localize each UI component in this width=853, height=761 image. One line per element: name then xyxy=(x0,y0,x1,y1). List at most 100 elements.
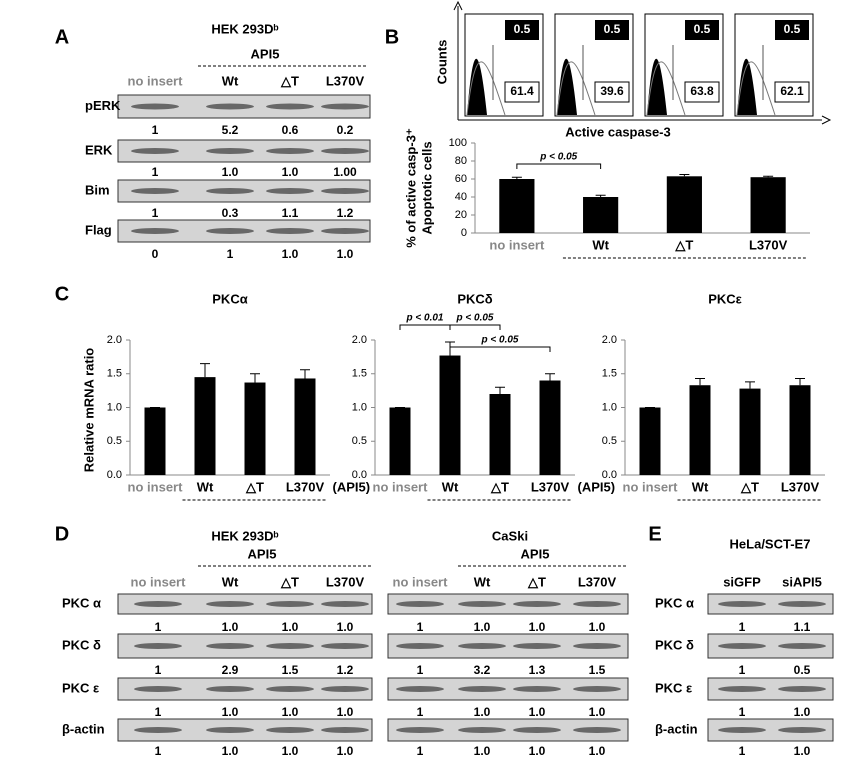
blot-band xyxy=(321,686,369,692)
y-tick-label: 0.0 xyxy=(602,469,617,481)
quant-label: 1.0 xyxy=(282,620,299,634)
blot-band xyxy=(321,727,369,733)
quant-label: 1.0 xyxy=(337,247,354,261)
quant-label: 1 xyxy=(417,744,424,758)
quant-label: 1.0 xyxy=(794,705,811,719)
blot-band xyxy=(778,643,826,649)
blot-band xyxy=(573,643,621,649)
flow-x-label: Active caspase-3 xyxy=(565,124,671,139)
arrow xyxy=(453,0,463,11)
blot-band xyxy=(513,643,561,649)
y-tick-label: 40 xyxy=(455,191,467,203)
blot-band xyxy=(396,727,444,733)
quant-label: 1.1 xyxy=(794,620,811,634)
gate-value: 0.5 xyxy=(514,22,531,36)
y-tick-label: 0.5 xyxy=(602,435,617,447)
gate-value: 0.5 xyxy=(694,22,711,36)
y-tick-label: 1.5 xyxy=(107,368,122,380)
lane-label: siAPI5 xyxy=(782,574,822,589)
bar xyxy=(583,197,619,233)
quant-label: 0 xyxy=(152,247,159,261)
blot-band xyxy=(206,686,254,692)
error-bar xyxy=(763,175,774,178)
bar xyxy=(666,176,702,233)
sig-bracket xyxy=(399,324,451,330)
y-tick-label: 100 xyxy=(449,137,467,149)
blot-band xyxy=(206,727,254,733)
bar xyxy=(689,385,711,475)
quant-label: 1.0 xyxy=(222,744,239,758)
row-label: Flag xyxy=(85,222,112,237)
group-label: API5 xyxy=(251,46,280,61)
blot-band xyxy=(321,188,369,194)
blot-band xyxy=(458,727,506,733)
row-label: β-actin xyxy=(62,721,105,736)
bar xyxy=(789,385,811,475)
quant-label: 1 xyxy=(417,663,424,677)
error-bar xyxy=(300,369,310,379)
chart-title: PKCδ xyxy=(457,291,492,306)
blot-strip xyxy=(387,593,629,615)
group-label: API5 xyxy=(248,546,277,561)
row-label: pERK xyxy=(85,98,121,113)
blot-band xyxy=(778,601,826,607)
error-bar xyxy=(679,174,690,177)
gate-value: 0.5 xyxy=(604,22,621,36)
blot-strip xyxy=(387,677,629,701)
bar xyxy=(750,177,786,233)
quant-label: 1 xyxy=(152,165,159,179)
row-label: ERK xyxy=(85,142,113,157)
histogram xyxy=(556,61,596,116)
bar xyxy=(144,407,166,475)
blot-band xyxy=(266,188,314,194)
lane-label: L370V xyxy=(326,73,365,88)
lane-label: no insert xyxy=(131,574,187,589)
row-label: PKC α xyxy=(655,595,694,610)
quant-label: 1.0 xyxy=(337,744,354,758)
blot-strip xyxy=(707,718,834,742)
lane-label: no insert xyxy=(393,574,449,589)
quant-label: 5.2 xyxy=(222,123,239,137)
bar xyxy=(489,394,511,475)
blot-strip xyxy=(707,677,834,701)
blot-band xyxy=(458,643,506,649)
sig-label: p < 0.01 xyxy=(406,313,444,324)
bar xyxy=(739,388,761,475)
lane-label: △T xyxy=(280,574,299,589)
panel-label: C xyxy=(55,283,69,305)
blot-title: HEK 293Dᵇ xyxy=(211,528,278,543)
blot-band xyxy=(718,601,766,607)
quant-label: 1.00 xyxy=(333,165,357,179)
blot-title: HEK 293Dᵇ xyxy=(211,21,278,36)
x-tick-label: △T xyxy=(740,479,759,494)
x-tick-label: L370V xyxy=(781,479,820,494)
error-bar xyxy=(200,363,210,378)
top-box xyxy=(595,20,629,40)
note: (API5) xyxy=(333,479,371,494)
bar xyxy=(389,407,411,475)
quant-label: 1 xyxy=(155,744,162,758)
blot-band xyxy=(266,601,314,607)
quant-label: 1 xyxy=(417,620,424,634)
x-tick-label: no insert xyxy=(623,479,679,494)
bar xyxy=(294,378,316,475)
x-tick-label: no insert xyxy=(128,479,184,494)
quant-label: 1.0 xyxy=(474,744,491,758)
x-tick-label: Wt xyxy=(592,237,609,252)
blot-band xyxy=(206,103,254,110)
y-tick-label: 1.5 xyxy=(602,368,617,380)
quant-label: 1.0 xyxy=(222,165,239,179)
y-tick-label: 2.0 xyxy=(352,334,367,346)
lane-label: Wt xyxy=(222,73,239,88)
x-tick-label: L370V xyxy=(531,479,570,494)
blot-strip xyxy=(387,718,629,742)
top-box xyxy=(505,20,539,40)
blot-band xyxy=(134,643,182,649)
y-label: Relative mRNA ratio xyxy=(81,348,96,473)
panel-label: D xyxy=(55,523,69,545)
quant-label: 1.0 xyxy=(282,744,299,758)
blot-band xyxy=(718,727,766,733)
blot-band xyxy=(573,727,621,733)
row-label: β-actin xyxy=(655,721,698,736)
blot-band xyxy=(266,643,314,649)
